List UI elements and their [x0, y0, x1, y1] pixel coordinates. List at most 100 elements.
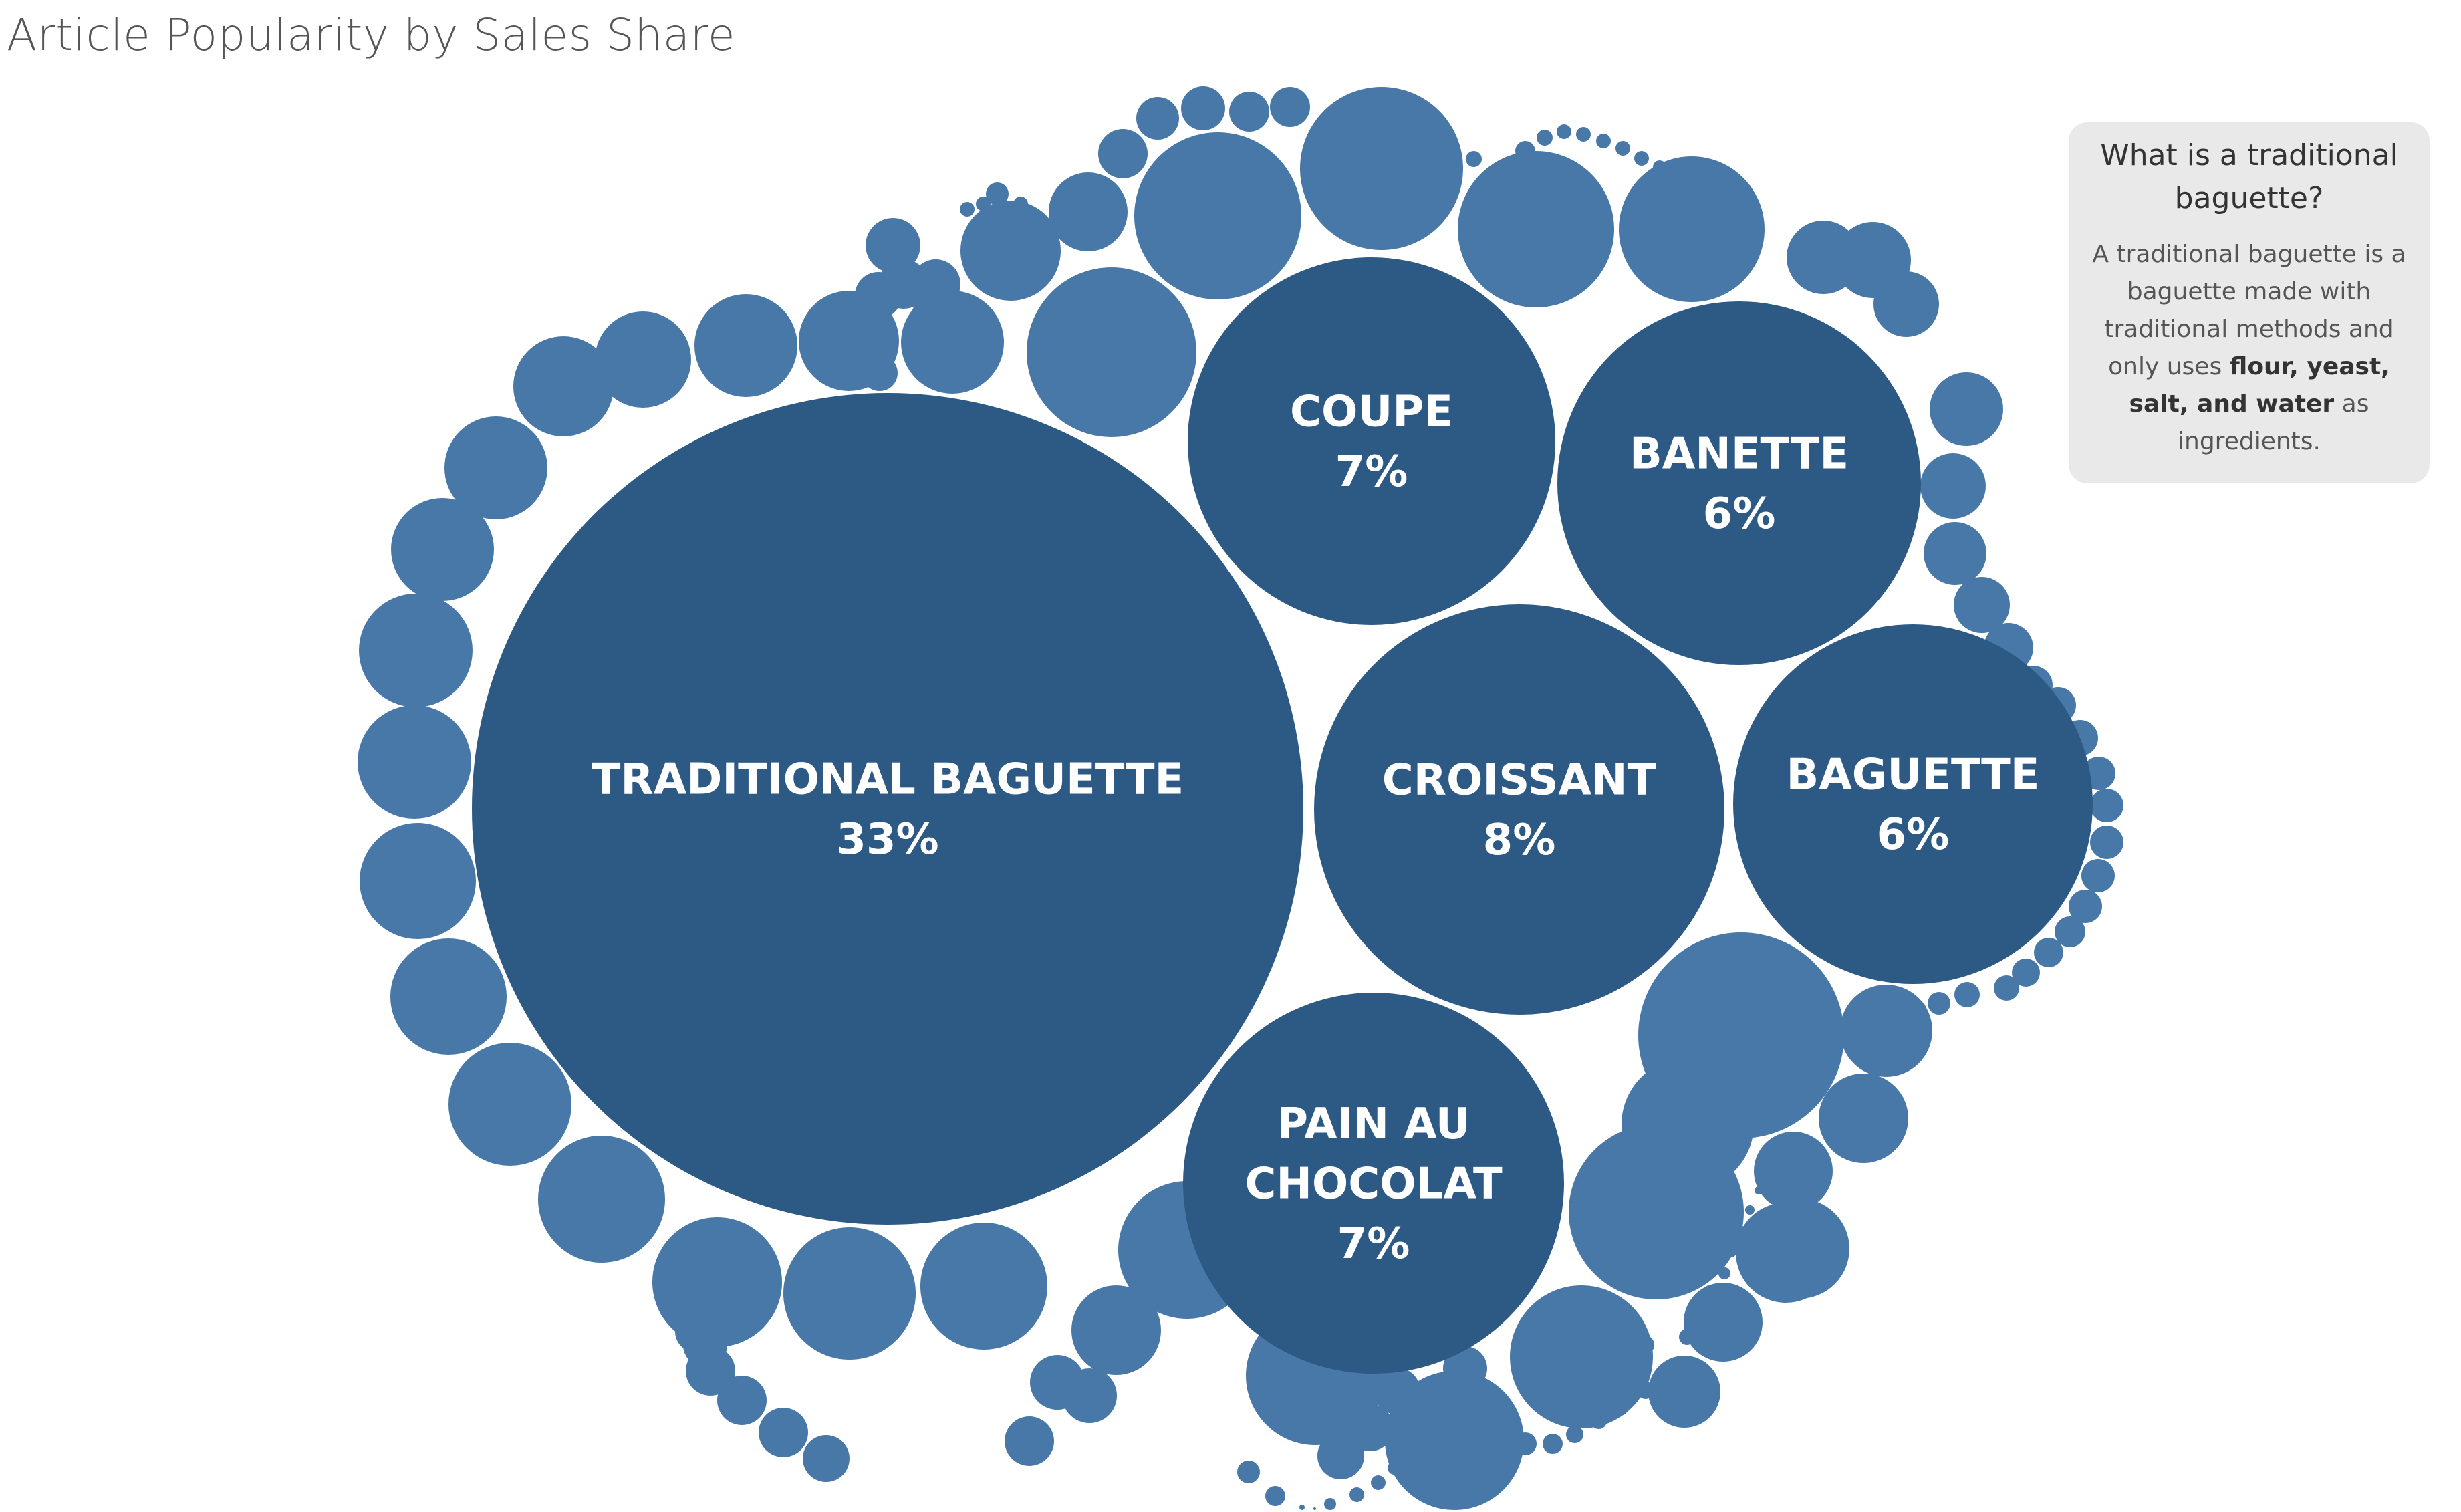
bubble-minor [391, 498, 494, 601]
bubble-minor [1854, 1076, 1869, 1091]
bubble-minor [1726, 1247, 1736, 1257]
bubble-minor [658, 1285, 697, 1324]
bubble-banette[interactable]: BANETTE 6% [1557, 301, 1921, 665]
bubble-minor [1622, 1058, 1754, 1190]
bubble-minor [1458, 151, 1614, 307]
bubble-minor [2090, 826, 2123, 859]
bubble-minor [1749, 1199, 1849, 1299]
bubble-minor [448, 1043, 571, 1166]
bubble-minor [1229, 92, 1269, 132]
info-card-body-bold: flour, yeast, salt, and water [2129, 353, 2390, 418]
bubble-minor [1515, 141, 1535, 161]
bubble-minor [1815, 1156, 1827, 1168]
bubble-minor [1374, 1368, 1420, 1414]
bubble-minor [1788, 1221, 1797, 1231]
bubble-minor [1270, 87, 1310, 127]
bubble-minor [595, 311, 691, 408]
bubble-name-label: TRADITIONAL BAGUETTE [592, 755, 1184, 805]
bubble-minor [2034, 938, 2063, 967]
bubble-minor [862, 355, 898, 391]
info-card-heading: What is a traditional baguette? [2100, 138, 2398, 215]
bubble-value-label: 7% [1337, 1219, 1410, 1269]
bubble-minor [1930, 372, 2003, 446]
bubble-minor [1954, 982, 1980, 1007]
bubble-minor [1466, 151, 1482, 167]
bubble-minor [1237, 1461, 1260, 1483]
bubble-minor [694, 294, 797, 397]
bubble-minor [1662, 1368, 1680, 1386]
bubble-minor [1543, 1434, 1563, 1454]
bubble-value-label: 8% [1483, 815, 1556, 865]
bubble-minor [1924, 522, 1986, 585]
bubble-name-label: PAIN AU [1277, 1100, 1470, 1149]
bubble-value-label: 6% [1877, 810, 1950, 860]
bubble-minor [1754, 1132, 1833, 1211]
bubble-minor [759, 1408, 808, 1457]
bubble-minor [1265, 1486, 1285, 1506]
bubble-minor [1510, 1285, 1653, 1428]
bubble-minor [1349, 1487, 1364, 1502]
bubble-minor [1484, 1438, 1513, 1467]
bubble-traditional-baguette[interactable]: TRADITIONAL BAGUETTE 33% [472, 393, 1303, 1225]
bubble-baguette[interactable]: BAGUETTE 6% [1733, 624, 2093, 984]
bubble-circle [472, 393, 1303, 1225]
bubble-minor [1347, 1404, 1394, 1451]
bubble-minor [1300, 87, 1463, 250]
bubble-minor [912, 292, 956, 336]
bubble-minor [1888, 1003, 1908, 1023]
bubble-minor [1317, 1432, 1364, 1479]
bubble-minor [1005, 1416, 1054, 1466]
bubble-minor [1098, 129, 1148, 178]
bubble-minor [1388, 1461, 1401, 1475]
bubble-name-label: BANETTE [1630, 430, 1849, 479]
bubble-minor [1443, 1346, 1487, 1390]
bubble-minor [1619, 156, 1765, 302]
bubble-minor [866, 218, 920, 273]
bubble-minor [1027, 267, 1196, 437]
bubble-value-label: 33% [836, 815, 938, 864]
bubble-circle [1557, 301, 1921, 665]
info-card-body-suffix: as ingredients. [2178, 390, 2369, 455]
bubble-minor [1134, 132, 1301, 299]
bubble-circle [1314, 604, 1724, 1015]
bubble-minor [1653, 160, 1666, 174]
bubble-minor [1612, 1400, 1628, 1416]
bubble-minor [855, 272, 902, 319]
bubble-value-label: 7% [1335, 447, 1408, 497]
bubble-minor [358, 705, 471, 819]
bubble-minor [1049, 172, 1128, 251]
bubble-circle [1188, 257, 1555, 625]
bubble-minor [1324, 1498, 1336, 1510]
bubble-pain-au-chocolat[interactable]: PAIN AU CHOCOLAT 7% [1183, 993, 1564, 1374]
bubble-minor [1718, 1267, 1730, 1279]
bubble-coupe[interactable]: COUPE 7% [1188, 257, 1555, 625]
bubble-minor [513, 336, 614, 436]
bubble-minor [1869, 1045, 1885, 1061]
bubble-minor [2090, 789, 2123, 822]
info-card: What is a traditional baguette? A tradit… [2069, 122, 2430, 483]
bubble-minor [803, 1435, 850, 1482]
bubble-circle [1183, 993, 1564, 1374]
chart-title: Article Popularity by Sales Share [7, 9, 735, 61]
info-card-body: A traditional baguette is a baguette mad… [2086, 236, 2412, 461]
bubble-minor [960, 201, 1061, 301]
bubble-name-label: BAGUETTE [1786, 751, 2039, 800]
bubble-minor [1181, 86, 1225, 130]
bubble-minor [1994, 975, 2019, 1001]
bubble-croissant[interactable]: CROISSANT 8% [1314, 604, 1724, 1015]
bubble-minor [1837, 1105, 1850, 1118]
bubble-minor [976, 197, 991, 211]
bubble-minor [1576, 127, 1591, 142]
bubble-minor [1596, 134, 1611, 148]
bubble-minor [360, 823, 476, 939]
bubble-minor [1637, 1382, 1654, 1399]
bubble-minor [1684, 1283, 1763, 1362]
bubble-minor [1013, 197, 1028, 211]
bubble-minor [920, 1223, 1047, 1350]
bubble-minor [1737, 1226, 1746, 1235]
bubble-minor [986, 182, 1009, 205]
bubble-minor [2069, 890, 2102, 923]
bubble-name-label: CROISSANT [1382, 756, 1657, 805]
bubble-minor [538, 1136, 665, 1263]
bubble-minor [1805, 1180, 1815, 1190]
